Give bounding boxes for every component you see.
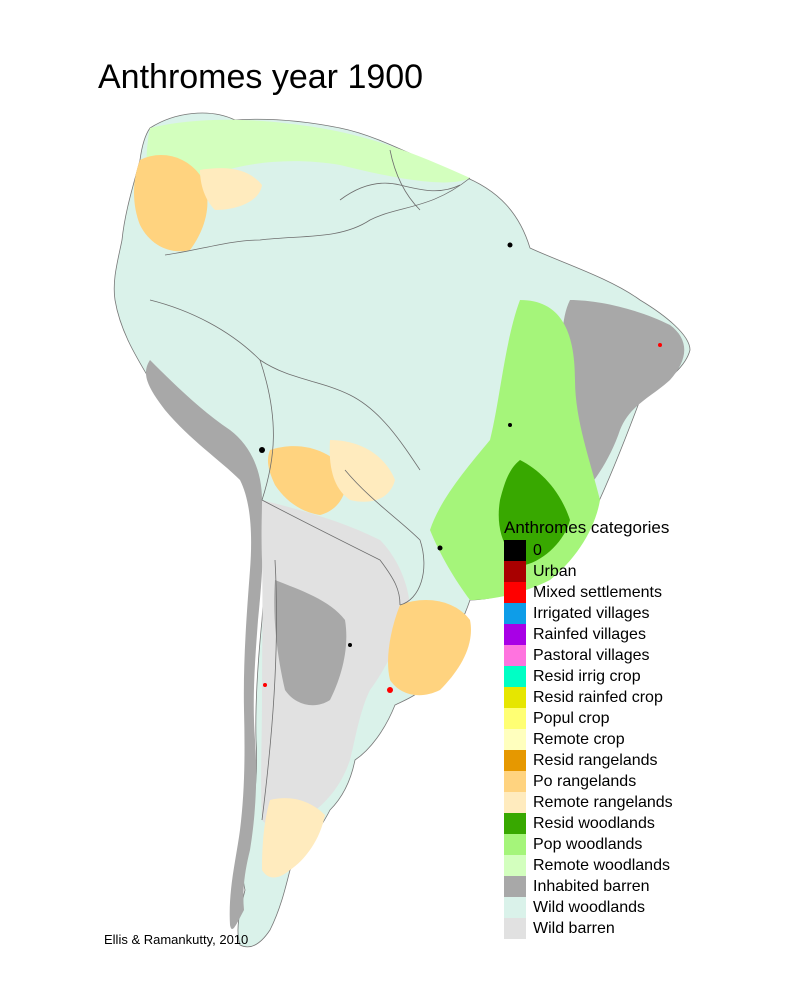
legend-label: Rainfed villages: [533, 625, 646, 643]
legend-label: Mixed settlements: [533, 583, 662, 601]
legend-item: Rainfed villages: [504, 624, 794, 645]
region-remote-rangelands-chaco: [329, 440, 395, 502]
region-po-rangelands-colombia: [134, 155, 208, 252]
legend-swatch: [504, 771, 526, 792]
credit-text: Ellis & Ramankutty, 2010: [104, 932, 249, 947]
legend-swatch: [504, 624, 526, 645]
legend-item: Pop woodlands: [504, 834, 794, 855]
legend-item: Wild woodlands: [504, 897, 794, 918]
legend-swatch: [504, 750, 526, 771]
legend-swatch: [504, 666, 526, 687]
legend-item: Resid irrig crop: [504, 666, 794, 687]
region-inhabited-barren-east: [558, 300, 685, 500]
legend-label: Urban: [533, 562, 577, 580]
legend-item: Pastoral villages: [504, 645, 794, 666]
region-po-rangelands-uruguay: [388, 600, 471, 696]
legend-swatch: [504, 561, 526, 582]
region-remote-rangelands-llanos: [200, 168, 262, 210]
legend-swatch: [504, 540, 526, 561]
legend-swatch: [504, 834, 526, 855]
legend-swatch: [504, 582, 526, 603]
legend-item: Remote rangelands: [504, 792, 794, 813]
legend-title: Anthromes categories: [504, 518, 670, 537]
legend-label: Wild barren: [533, 919, 615, 937]
region-po-rangelands-bolivia: [267, 446, 347, 515]
legend-swatch: [504, 876, 526, 897]
legend-swatch: [504, 603, 526, 624]
region-remote-rangelands-patagonia: [262, 798, 325, 878]
legend-item: Irrigated villages: [504, 603, 794, 624]
legend-label: Resid rangelands: [533, 751, 658, 769]
legend-label: Pastoral villages: [533, 646, 650, 664]
legend-swatch: [504, 792, 526, 813]
legend-label: Irrigated villages: [533, 604, 650, 622]
region-inhabited-barren-south: [274, 580, 347, 706]
legend-label: Wild woodlands: [533, 898, 646, 916]
region-resid-woodlands-se: [498, 460, 570, 565]
legend-item: Urban: [504, 561, 794, 582]
legend-item: Remote woodlands: [504, 855, 794, 876]
legend-swatch: [504, 729, 526, 750]
region-pop-woodlands-north: [146, 119, 470, 215]
urban-markers: [259, 242, 513, 647]
legend-label: Resid woodlands: [533, 814, 655, 832]
legend-label: Remote rangelands: [533, 793, 673, 811]
legend-swatch: [504, 708, 526, 729]
legend-item: Wild barren: [504, 918, 794, 939]
legend-swatch: [504, 897, 526, 918]
map-title: Anthromes year 1900: [98, 58, 424, 96]
legend-swatch: [504, 645, 526, 666]
mixed-settlement-markers: [263, 343, 662, 693]
legend-label: Pop woodlands: [533, 835, 643, 853]
legend-item: Resid woodlands: [504, 813, 794, 834]
legend-item: Resid rainfed crop: [504, 687, 794, 708]
legend-label: Remote crop: [533, 730, 625, 748]
legend-label: Remote woodlands: [533, 856, 670, 874]
legend-swatch: [504, 813, 526, 834]
legend-label: Resid rainfed crop: [533, 688, 663, 706]
legend-item: 0: [504, 540, 794, 561]
legend: Anthromes categories 0 Urban Mixed settlem…: [504, 518, 794, 939]
legend-label: 0: [533, 541, 542, 559]
legend-label: Popul crop: [533, 709, 610, 727]
legend-item: Mixed settlements: [504, 582, 794, 603]
legend-swatch: [504, 687, 526, 708]
legend-label: Po rangelands: [533, 772, 637, 790]
legend-item: Resid rangelands: [504, 750, 794, 771]
legend-items: 0 Urban Mixed settlements Irrigated village…: [504, 540, 794, 939]
legend-label: Inhabited barren: [533, 877, 650, 895]
legend-item: Inhabited barren: [504, 876, 794, 897]
legend-swatch: [504, 918, 526, 939]
country-borders: [149, 149, 471, 821]
legend-label: Resid irrig crop: [533, 667, 641, 685]
legend-item: Popul crop: [504, 708, 794, 729]
legend-swatch: [504, 855, 526, 876]
legend-item: Remote crop: [504, 729, 794, 750]
legend-item: Po rangelands: [504, 771, 794, 792]
